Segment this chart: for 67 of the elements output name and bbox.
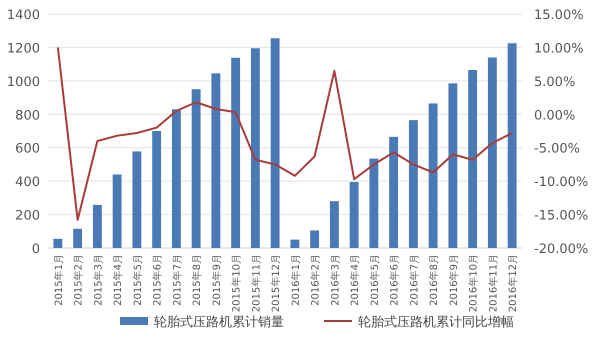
x-tick-label: 2016年6月 xyxy=(388,254,401,306)
x-tick-label: 2016年5月 xyxy=(368,254,381,306)
x-tick-label: 2015年12月 xyxy=(270,254,282,312)
x-tick-label: 2015年10月 xyxy=(230,254,243,312)
bar xyxy=(92,204,102,248)
bar xyxy=(350,182,359,248)
y-tick-label: 1400 xyxy=(6,8,40,23)
y-tick-label: 200 xyxy=(15,208,40,224)
y-tick-label: 1200 xyxy=(6,41,40,56)
bar xyxy=(172,109,181,248)
bar xyxy=(290,240,300,248)
x-tick-label: 2015年8月 xyxy=(191,254,204,306)
bar xyxy=(231,58,240,248)
y2-tick-label: -15.00% xyxy=(534,208,588,224)
x-tick-label: 2016年8月 xyxy=(428,254,440,306)
bar xyxy=(330,201,339,248)
bar xyxy=(448,83,458,248)
bar xyxy=(211,73,220,248)
x-tick-label: 2015年4月 xyxy=(112,254,124,306)
bar xyxy=(508,43,517,248)
x-tick-label: 2015年6月 xyxy=(152,254,164,306)
y2-tick-label: 15.00% xyxy=(534,8,584,23)
legend-label: 轮胎式压路机累计同比增幅 xyxy=(358,315,514,330)
x-tick-label: 2015年2月 xyxy=(72,254,85,306)
x-tick-label: 2016年4月 xyxy=(349,254,362,306)
y2-tick-label: 5.00% xyxy=(534,74,576,90)
bar xyxy=(250,48,260,248)
x-tick-label: 2016年10月 xyxy=(468,254,480,312)
y-tick-label: 800 xyxy=(15,108,40,124)
bar xyxy=(488,57,497,248)
y2-tick-label: 0.00% xyxy=(534,108,576,124)
x-tick-label: 2016年1月 xyxy=(290,254,302,306)
legend-label: 轮胎式压路机累计销量 xyxy=(154,315,284,330)
bar xyxy=(310,230,320,248)
bar xyxy=(53,238,62,248)
bar xyxy=(468,70,478,248)
x-tick-label: 2016年12月 xyxy=(507,254,520,312)
x-tick-label: 2015年11月 xyxy=(250,254,262,312)
bar xyxy=(152,131,162,248)
x-tick-label: 2015年7月 xyxy=(171,254,184,306)
y2-tick-label: -10.00% xyxy=(534,175,588,190)
x-tick-label: 2016年3月 xyxy=(329,254,342,306)
y-tick-label: 0 xyxy=(32,242,40,257)
bar xyxy=(132,151,142,248)
bar xyxy=(270,38,280,248)
x-tick-label: 2016年9月 xyxy=(448,254,460,306)
y2-tick-label: -5.00% xyxy=(534,142,580,157)
x-tick-label: 2015年3月 xyxy=(92,254,104,306)
x-tick-label: 2015年9月 xyxy=(210,254,223,306)
line-series xyxy=(56,46,514,221)
bar xyxy=(112,174,122,248)
bar xyxy=(369,158,378,248)
bar xyxy=(73,228,82,248)
y-tick-label: 400 xyxy=(15,175,40,190)
y-tick-label: 1000 xyxy=(6,74,40,90)
x-tick-label: 2016年7月 xyxy=(408,254,420,306)
bar xyxy=(389,136,398,248)
bar xyxy=(192,89,201,248)
y-tick-label: 600 xyxy=(15,142,40,157)
x-tick-label: 2015年1月 xyxy=(52,254,65,306)
bar xyxy=(408,120,418,248)
x-tick-label: 2016年11月 xyxy=(487,254,500,312)
y2-tick-label: 10.00% xyxy=(534,41,584,56)
bar xyxy=(428,103,438,248)
y2-tick-label: -20.00% xyxy=(534,242,588,257)
x-tick-label: 2016年2月 xyxy=(310,254,322,306)
x-tick-label: 2015年5月 xyxy=(132,254,144,306)
